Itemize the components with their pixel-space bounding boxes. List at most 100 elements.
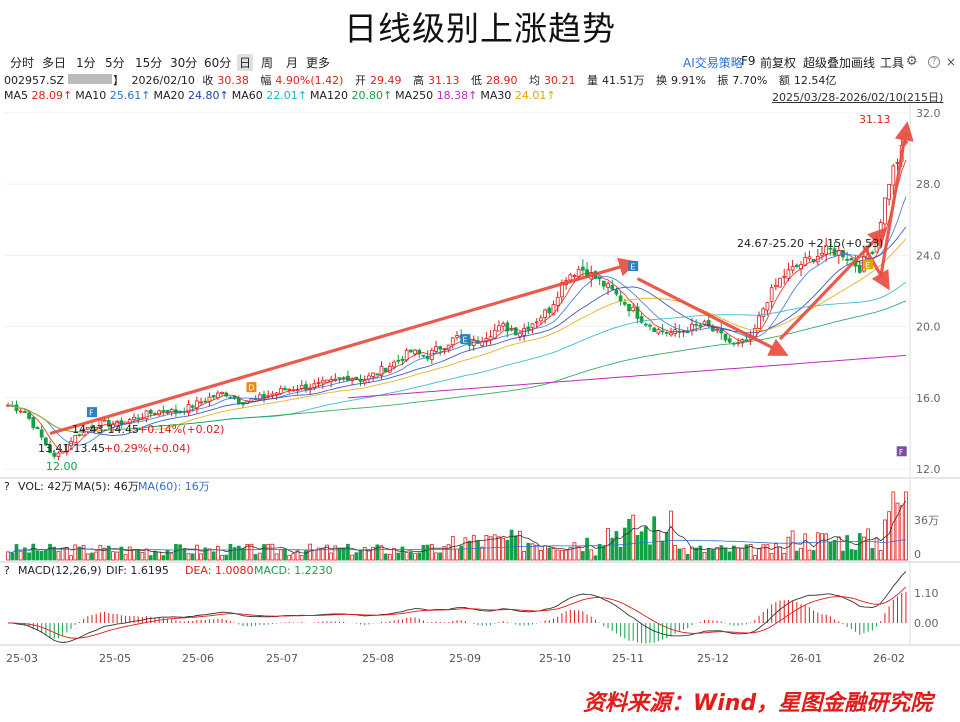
timeframe-tab-10[interactable]: 更多: [306, 56, 331, 70]
timeframe-tab-8[interactable]: 周: [261, 56, 274, 70]
volume-bar: [404, 552, 409, 561]
volume-bar: [203, 547, 208, 561]
timeframe-tab-3[interactable]: 5分: [105, 56, 125, 70]
volume-bar: [333, 545, 338, 561]
volume-bar: [262, 544, 266, 561]
volume-bar: [48, 543, 52, 561]
toolbar-item-0[interactable]: AI交易策略: [683, 56, 743, 70]
volume-bar: [144, 548, 149, 561]
volume-bar: [539, 550, 543, 561]
volume-bar: [329, 552, 334, 561]
toolbar-item-3[interactable]: 超级叠加: [803, 56, 852, 70]
candle-body: [379, 366, 384, 376]
date-range[interactable]: 2025/03/28-2026/02/10(215日): [772, 91, 944, 104]
volume-bar: [375, 544, 380, 561]
candle-body: [220, 391, 224, 394]
x-tick-4: 25-08: [362, 652, 394, 665]
toolbar-item-1[interactable]: F9: [741, 54, 756, 68]
toolbar-item-4[interactable]: 画线: [851, 56, 876, 70]
ma20-line: [8, 226, 907, 436]
candle-body: [551, 304, 556, 316]
volume-bar: [379, 545, 384, 561]
candle-body: [526, 326, 531, 330]
low-label: 低: [470, 74, 482, 87]
volume-bar: [828, 541, 833, 561]
candle-body: [56, 452, 61, 458]
volume-bar: [841, 550, 845, 561]
volume-bar: [480, 546, 485, 561]
timeframe-tab-6[interactable]: 60分: [204, 56, 232, 70]
high-value: 31.13: [427, 74, 460, 87]
price-annotation-change-2: +0.14%(+0.02): [138, 423, 224, 436]
volume-bar: [308, 543, 313, 561]
price-annotation-1: 24.67-25.20 +2.15(+0.53): [737, 237, 883, 250]
vol-q-icon: ?: [4, 480, 10, 493]
volume-bar: [325, 544, 329, 561]
volume-bar: [228, 543, 233, 561]
timeframe-tab-1[interactable]: 多日: [42, 56, 67, 70]
gear-icon[interactable]: ⚙: [906, 54, 918, 69]
timeframe-tab-0[interactable]: 分时: [10, 56, 35, 70]
candle-body: [262, 393, 266, 399]
candle-body: [421, 354, 426, 357]
volume-bar: [790, 530, 795, 561]
volume-bar: [572, 542, 577, 561]
volume-bar: [278, 549, 283, 561]
price-tick-5: 32.0: [916, 107, 941, 120]
candle-body: [195, 400, 199, 409]
volume-bar: [43, 549, 48, 561]
candle-body: [52, 452, 57, 457]
candle-body: [31, 416, 36, 428]
volume-bar: [442, 546, 447, 561]
volume-bar: [73, 544, 78, 561]
volume-bar: [778, 546, 782, 561]
volume-bar: [446, 544, 451, 561]
volume-bar: [723, 547, 728, 561]
volume-bar: [337, 548, 342, 561]
candle-body: [341, 377, 346, 380]
candle-body: [513, 327, 518, 336]
volume-bar: [90, 552, 94, 561]
volume-bar: [874, 537, 879, 561]
signal-marker-letter-4: E: [865, 261, 870, 270]
amplitude-label: 振: [717, 74, 729, 87]
candle-body: [161, 410, 166, 412]
candle-body: [606, 283, 610, 288]
volume-bar: [450, 536, 455, 561]
candle-body: [43, 437, 48, 446]
timeframe-tab-5[interactable]: 30分: [170, 56, 198, 70]
signal-marker-0: [87, 407, 98, 418]
toolbar-item-2[interactable]: 前复权: [760, 56, 797, 70]
candle-body: [887, 184, 891, 200]
volume-bar: [706, 548, 711, 561]
ma250-line: [347, 354, 906, 399]
toolbar-item-5[interactable]: 工具: [880, 56, 905, 70]
candle-body: [27, 412, 31, 419]
timeframe-tab-2[interactable]: 1分: [76, 56, 96, 70]
candle-body: [207, 396, 212, 402]
candle-body: [165, 409, 170, 414]
volume-bar: [467, 540, 472, 561]
candle-body: [505, 322, 510, 332]
timeframe-tab-7[interactable]: 日: [237, 54, 254, 71]
candle-body: [383, 367, 388, 372]
price-annotation-0: 31.13: [859, 113, 891, 126]
candle-body: [346, 375, 350, 381]
volume-bar: [769, 553, 774, 561]
volume-bar: [862, 536, 866, 561]
candle-body: [765, 302, 770, 311]
candle-body: [136, 417, 141, 420]
timeframe-tab-9[interactable]: 月: [286, 56, 299, 70]
signal-marker-5: [896, 446, 907, 457]
volume-bar: [799, 547, 803, 561]
volume-bar: [148, 555, 153, 561]
close-icon[interactable]: ×: [946, 55, 957, 69]
volume-bar: [471, 534, 476, 561]
volume-bar: [786, 536, 791, 561]
help-icon[interactable]: ?: [928, 56, 940, 68]
candle-body: [501, 323, 506, 327]
timeframe-tab-4[interactable]: 15分: [135, 56, 163, 70]
volume-bar: [522, 550, 526, 561]
volume-bar: [727, 551, 732, 561]
volume-bar: [878, 550, 883, 561]
